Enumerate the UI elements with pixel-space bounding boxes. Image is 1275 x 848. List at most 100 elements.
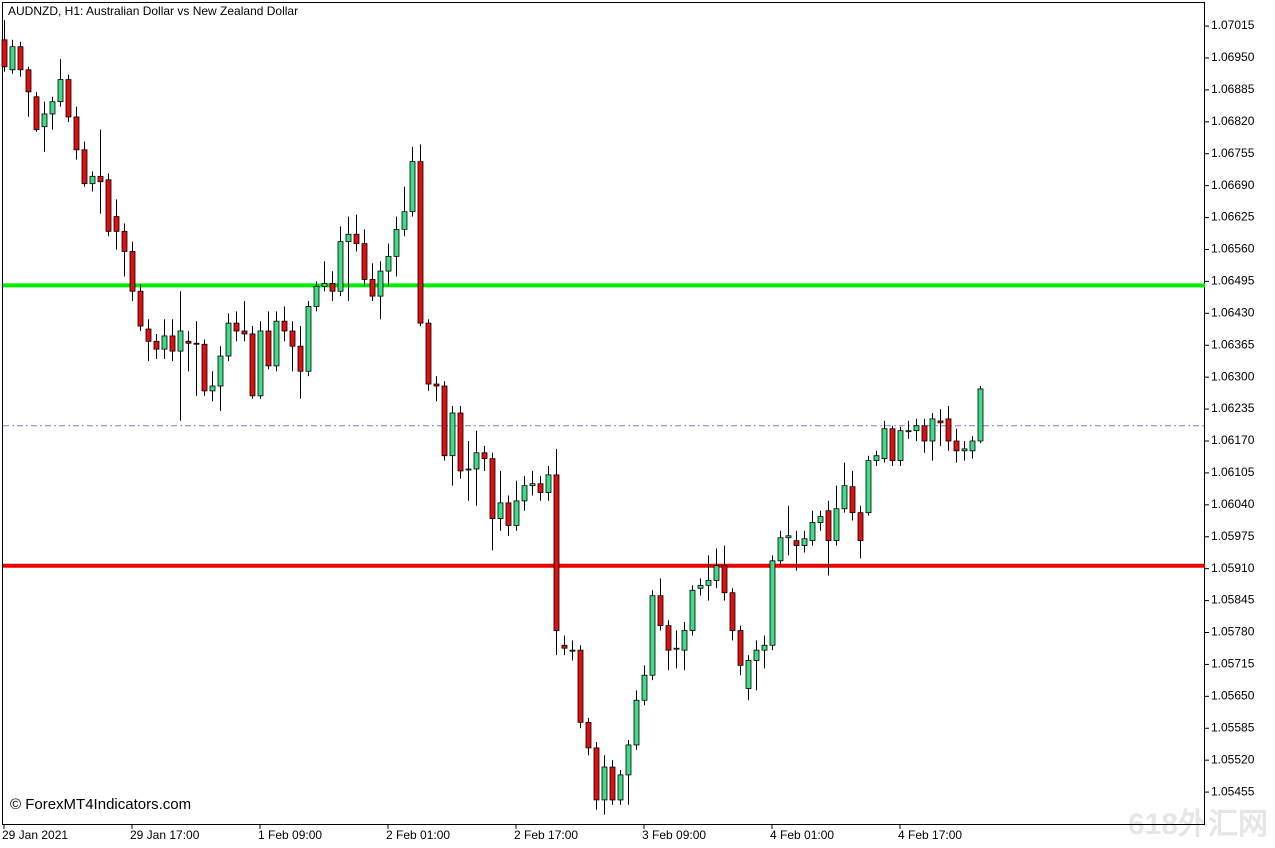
candle-body — [169, 335, 176, 352]
candle-body — [929, 418, 936, 442]
candle-body — [585, 721, 592, 749]
y-tick-label: 1.06820 — [1211, 114, 1255, 128]
candle-body — [401, 211, 408, 230]
candle-body — [705, 580, 712, 586]
candle-body — [321, 282, 328, 287]
candle-body — [569, 649, 576, 652]
y-tick-label: 1.05585 — [1211, 720, 1255, 734]
candle-body — [337, 241, 344, 292]
candle-body — [793, 540, 800, 546]
candle-body — [137, 290, 144, 327]
y-tick-label: 1.07015 — [1211, 18, 1255, 32]
candle-body — [385, 255, 392, 272]
candle-body — [105, 179, 112, 232]
candle-body — [713, 565, 720, 581]
candle-body — [785, 535, 792, 539]
candle-body — [161, 335, 168, 350]
candle-body — [673, 647, 680, 650]
y-tick-label: 1.06235 — [1211, 401, 1255, 415]
candle-body — [777, 537, 784, 562]
candle-body — [361, 243, 368, 280]
candle-body — [905, 430, 912, 433]
candle-body — [121, 230, 128, 252]
chart-title: AUDNZD, H1: Australian Dollar vs New Zea… — [8, 4, 298, 18]
candle-body — [545, 474, 552, 493]
y-tick-label: 1.06170 — [1211, 433, 1255, 447]
candle-body — [561, 644, 568, 649]
candle-body — [417, 161, 424, 324]
candle-body — [961, 448, 968, 452]
candle-body — [465, 468, 472, 471]
candle-body — [617, 774, 624, 801]
candle-body — [217, 355, 224, 387]
candle-body — [681, 630, 688, 651]
candle-body — [1, 39, 8, 68]
candle-body — [729, 592, 736, 631]
candle-body — [857, 512, 864, 542]
candle-body — [73, 116, 80, 151]
candle-body — [881, 428, 888, 460]
candle-body — [801, 538, 808, 546]
y-tick-label: 1.06300 — [1211, 369, 1255, 383]
y-tick-label: 1.06755 — [1211, 146, 1255, 160]
candle-body — [297, 345, 304, 372]
candle-body — [57, 79, 64, 103]
candle-body — [185, 340, 192, 344]
candle-body — [89, 175, 96, 185]
y-tick-label: 1.06625 — [1211, 210, 1255, 224]
y-tick-label: 1.05975 — [1211, 529, 1255, 543]
candle-body — [489, 458, 496, 519]
candle-body — [409, 161, 416, 213]
candle-body — [769, 560, 776, 646]
candle-body — [313, 285, 320, 307]
candle-body — [49, 101, 56, 115]
candle-body — [473, 452, 480, 470]
candle-body — [425, 322, 432, 385]
candle-body — [825, 510, 832, 542]
candle-body — [17, 46, 24, 71]
x-tick-label: 29 Jan 2021 — [2, 828, 68, 842]
candle-body — [833, 508, 840, 542]
candle-body — [697, 584, 704, 589]
candle-body — [249, 333, 256, 397]
candle-body — [553, 474, 560, 631]
candle-body — [481, 452, 488, 460]
candle-body — [505, 502, 512, 526]
candle-body — [289, 330, 296, 347]
candle-body — [865, 460, 872, 514]
candle-body — [849, 486, 856, 514]
candle-body — [153, 340, 160, 350]
x-tick-label: 1 Feb 09:00 — [258, 828, 322, 842]
candle-body — [577, 649, 584, 723]
candle-body — [529, 483, 536, 487]
candle-body — [193, 342, 200, 345]
candle-body — [209, 385, 216, 392]
y-tick-label: 1.05780 — [1211, 625, 1255, 639]
y-tick-label: 1.06690 — [1211, 178, 1255, 192]
x-tick-label: 2 Feb 01:00 — [386, 828, 450, 842]
candle-body — [625, 744, 632, 776]
candle-body — [913, 425, 920, 432]
candle-body — [281, 320, 288, 332]
candle-body — [609, 766, 616, 801]
candle-body — [345, 233, 352, 243]
candle-body — [457, 412, 464, 472]
candle-body — [649, 595, 656, 676]
candle-body — [737, 630, 744, 666]
candle-body — [177, 330, 184, 352]
x-tick-label: 3 Feb 09:00 — [642, 828, 706, 842]
y-tick-label: 1.06885 — [1211, 82, 1255, 96]
candle-body — [641, 674, 648, 701]
candle-body — [97, 175, 104, 183]
y-tick-label: 1.06365 — [1211, 337, 1255, 351]
candle-body — [201, 343, 208, 392]
candle-body — [665, 625, 672, 651]
x-tick-label: 4 Feb 01:00 — [770, 828, 834, 842]
candle-body — [329, 282, 336, 292]
candle-body — [9, 46, 16, 71]
x-tick-label: 4 Feb 17:00 — [898, 828, 962, 842]
y-tick-label: 1.05910 — [1211, 561, 1255, 575]
x-tick-label: 2 Feb 17:00 — [514, 828, 578, 842]
candle-body — [129, 251, 136, 292]
